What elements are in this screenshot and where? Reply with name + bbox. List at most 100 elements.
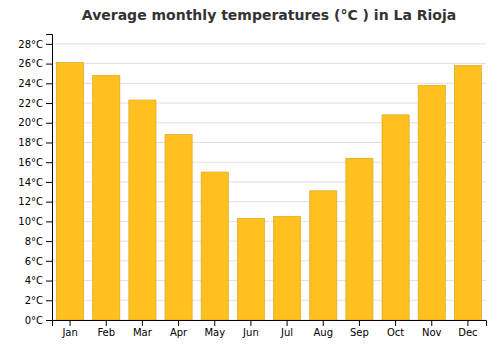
bar — [310, 191, 337, 320]
title: Average monthly temperatures (°C ) in La… — [82, 7, 456, 23]
x-tick-mark — [70, 320, 71, 326]
bar — [418, 85, 445, 320]
x-tick-mark — [214, 320, 215, 326]
x-tick: Feb — [97, 320, 115, 338]
bar — [346, 158, 373, 320]
axis-line — [46, 35, 53, 321]
x-tick-label: Feb — [97, 327, 115, 338]
x-tick: Jun — [242, 320, 259, 338]
y-tick-label: 14°C — [18, 177, 43, 188]
y-tick-mark — [46, 44, 52, 45]
x-tick: Mar — [133, 320, 153, 338]
y-tick-label: 8°C — [25, 236, 43, 247]
y-tick-label: 12°C — [18, 196, 43, 207]
y-tick: 14°C — [18, 177, 52, 188]
x-tick-mark — [106, 320, 107, 326]
bar — [454, 66, 481, 320]
axis-line — [53, 321, 487, 327]
bars — [57, 63, 482, 320]
y-tick: 10°C — [18, 216, 52, 227]
y-tick: 12°C — [18, 196, 52, 207]
x-tick-mark — [287, 320, 288, 326]
x-tick: Apr — [170, 320, 188, 338]
y-tick-label: 16°C — [18, 157, 43, 168]
y-tick-mark — [46, 300, 52, 301]
x-tick-mark — [467, 320, 468, 326]
x-tick: Dec — [458, 320, 477, 338]
x-tick-label: Sep — [350, 327, 369, 338]
y-tick: 6°C — [25, 256, 52, 267]
x-tick-label: Dec — [458, 327, 477, 338]
bar — [93, 75, 120, 320]
y-axis: 0°C 2°C 4°C 6°C 8°C 10°C 12°C 14°C 16°C 18°C 20°C 2… — [18, 35, 52, 326]
y-tick-mark — [46, 241, 52, 242]
y-tick-mark — [46, 162, 52, 163]
x-tick-label: Apr — [170, 327, 188, 338]
y-tick: 2°C — [25, 295, 52, 306]
x-tick-label: Oct — [387, 327, 404, 338]
y-tick-label: 22°C — [18, 98, 43, 109]
y-tick-label: 2°C — [25, 295, 43, 306]
y-tick: 16°C — [18, 157, 52, 168]
y-tick-mark — [46, 64, 52, 65]
y-tick-label: 20°C — [18, 117, 43, 128]
y-tick-label: 26°C — [18, 58, 43, 69]
bar — [237, 218, 264, 320]
x-tick: Nov — [422, 320, 442, 338]
y-tick-label: 24°C — [18, 78, 43, 89]
y-tick: 8°C — [25, 236, 52, 247]
y-tick-label: 28°C — [18, 39, 43, 50]
grid-line — [52, 43, 486, 44]
x-tick: Jan — [61, 320, 77, 338]
x-tick-label: Aug — [313, 327, 333, 338]
x-tick-label: Jan — [61, 327, 77, 338]
y-tick-mark — [46, 281, 52, 282]
x-tick: Aug — [313, 320, 333, 338]
x-axis: Jan Feb Mar Apr May Jun Jul Aug Sep Oct Nov Dec — [53, 320, 487, 338]
x-tick-mark — [142, 320, 143, 326]
y-tick-mark — [46, 261, 52, 262]
x-tick-mark — [323, 320, 324, 326]
y-tick: 4°C — [25, 275, 52, 286]
bar — [165, 135, 192, 320]
y-tick-mark — [46, 320, 52, 321]
bar — [274, 216, 301, 320]
x-tick-label: Mar — [133, 327, 153, 338]
y-tick-mark — [46, 221, 52, 222]
bar — [57, 63, 84, 320]
grid — [52, 44, 486, 320]
x-tick: May — [204, 320, 225, 338]
y-tick-mark — [46, 123, 52, 124]
y-tick: 0°C — [25, 315, 52, 326]
y-tick: 24°C — [18, 78, 52, 89]
chart: 0°C 2°C 4°C 6°C 8°C 10°C 12°C 14°C 16°C 18°C 20°C 2… — [0, 0, 500, 350]
x-tick-mark — [250, 320, 251, 326]
y-tick-label: 10°C — [18, 216, 43, 227]
y-tick-mark — [46, 103, 52, 104]
y-tick-label: 4°C — [25, 275, 43, 286]
x-tick: Jul — [280, 320, 293, 338]
y-tick-mark — [46, 83, 52, 84]
x-tick: Oct — [387, 320, 404, 338]
y-tick-mark — [46, 202, 52, 203]
y-tick: 20°C — [18, 117, 52, 128]
bar — [201, 172, 228, 320]
bar — [382, 115, 409, 320]
y-tick-mark — [46, 142, 52, 143]
grid-line — [52, 63, 486, 64]
y-tick-label: 0°C — [25, 315, 43, 326]
x-tick-label: Jul — [280, 327, 293, 338]
y-tick: 22°C — [18, 98, 52, 109]
y-tick-mark — [46, 182, 52, 183]
y-tick: 18°C — [18, 137, 52, 148]
y-tick-label: 18°C — [18, 137, 43, 148]
x-tick-label: Nov — [422, 327, 442, 338]
bar — [129, 100, 156, 320]
x-tick-mark — [359, 320, 360, 326]
y-tick-label: 6°C — [25, 256, 43, 267]
y-tick: 28°C — [18, 39, 52, 50]
x-tick-mark — [395, 320, 396, 326]
y-tick: 26°C — [18, 58, 52, 69]
x-tick-mark — [178, 320, 179, 326]
x-tick-label: May — [204, 327, 225, 338]
